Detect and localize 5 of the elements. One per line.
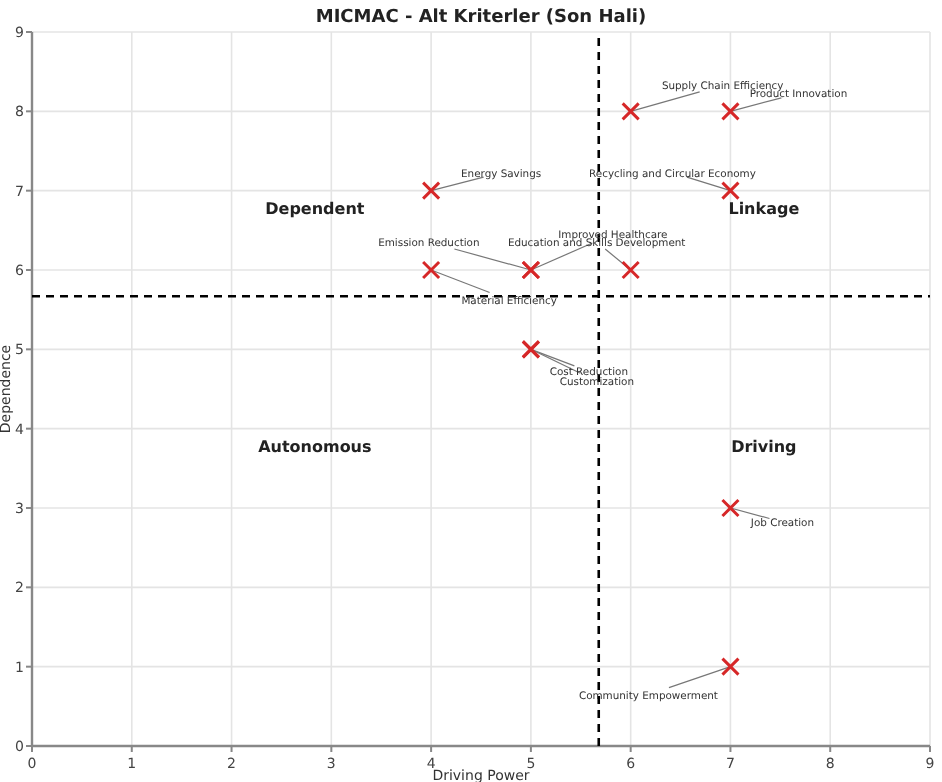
- chart-title: MICMAC - Alt Kriterler (Son Hali): [315, 8, 647, 28]
- annotation: Linkage: [728, 200, 801, 219]
- annotation: Driving: [731, 438, 798, 457]
- annotation: Autonomous: [258, 438, 373, 457]
- annotation: Dependent: [265, 200, 365, 219]
